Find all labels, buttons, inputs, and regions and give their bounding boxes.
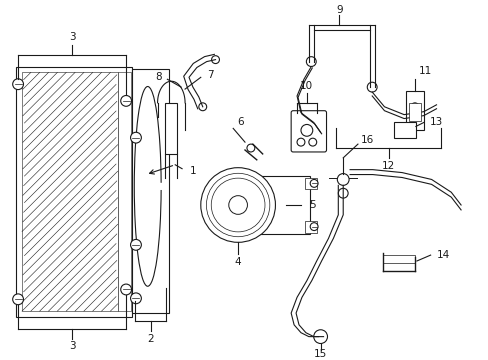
Circle shape xyxy=(306,57,316,67)
Circle shape xyxy=(366,82,376,92)
Text: 12: 12 xyxy=(382,161,395,171)
Circle shape xyxy=(121,95,131,106)
Circle shape xyxy=(121,284,131,295)
Circle shape xyxy=(410,103,418,111)
Circle shape xyxy=(130,132,141,143)
Bar xyxy=(408,103,420,121)
Text: 10: 10 xyxy=(300,81,313,91)
FancyBboxPatch shape xyxy=(290,111,326,152)
Text: 3: 3 xyxy=(69,341,75,351)
Text: 6: 6 xyxy=(237,117,243,127)
Bar xyxy=(16,67,132,317)
Circle shape xyxy=(309,223,317,230)
Text: 3: 3 xyxy=(69,32,75,42)
Bar xyxy=(305,221,316,233)
Circle shape xyxy=(308,138,316,146)
Text: 7: 7 xyxy=(206,70,213,80)
Text: 8: 8 xyxy=(155,72,161,82)
Bar xyxy=(22,72,118,311)
Circle shape xyxy=(201,168,275,242)
Circle shape xyxy=(211,56,219,64)
Text: 15: 15 xyxy=(313,349,326,359)
Text: 11: 11 xyxy=(418,66,431,76)
Bar xyxy=(383,255,414,263)
Text: 2: 2 xyxy=(147,334,154,343)
Circle shape xyxy=(309,180,317,187)
Text: 1: 1 xyxy=(189,166,196,176)
Text: 9: 9 xyxy=(335,5,342,14)
Circle shape xyxy=(13,294,23,305)
Bar xyxy=(305,177,316,189)
Circle shape xyxy=(130,293,141,304)
Text: 5: 5 xyxy=(309,200,315,210)
Circle shape xyxy=(301,125,312,136)
Bar xyxy=(118,72,131,311)
Bar xyxy=(405,91,423,130)
Circle shape xyxy=(337,174,348,185)
Bar xyxy=(165,103,177,154)
Circle shape xyxy=(296,138,305,146)
Circle shape xyxy=(130,239,141,250)
Bar xyxy=(132,69,169,313)
Bar xyxy=(393,122,415,138)
Text: 4: 4 xyxy=(234,257,241,267)
Bar xyxy=(249,176,309,234)
Circle shape xyxy=(13,79,23,90)
Circle shape xyxy=(246,144,254,152)
Text: 14: 14 xyxy=(436,250,449,260)
Circle shape xyxy=(199,103,206,111)
Circle shape xyxy=(228,196,247,214)
Text: 13: 13 xyxy=(429,117,442,127)
Text: 16: 16 xyxy=(360,135,373,145)
Circle shape xyxy=(338,188,347,198)
Circle shape xyxy=(313,330,327,343)
